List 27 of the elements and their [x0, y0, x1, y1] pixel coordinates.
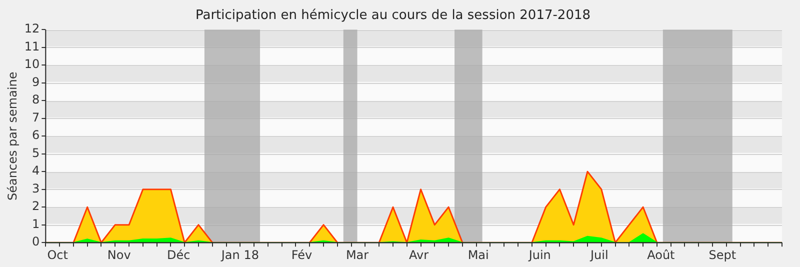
y-tick-label: 8	[32, 92, 40, 107]
y-tick-label: 0	[32, 234, 40, 249]
y-tick-label: 5	[32, 146, 40, 160]
y-tick-label: 3	[32, 181, 40, 196]
x-tick-label: Mai	[468, 248, 489, 262]
y-tick-label: 1	[32, 216, 40, 231]
x-tick-label: Mar	[346, 248, 369, 262]
y-tick-label: 11	[24, 39, 40, 54]
y-tick-label: 12	[24, 22, 40, 36]
x-tick-label: Juil	[590, 248, 608, 262]
chart-title: Participation en hémicycle au cours de la session 2017-2018	[195, 8, 591, 24]
x-tick-label: Déc	[167, 248, 190, 262]
x-tick-label: Oct	[47, 248, 68, 262]
y-tick-label: 4	[32, 164, 40, 178]
x-tick-label: Nov	[107, 248, 131, 262]
x-tick-label: Avr	[409, 248, 429, 262]
x-tick-label: Août	[647, 248, 676, 262]
y-tick-label: 7	[32, 110, 40, 124]
x-tick-label: Jan 18	[220, 248, 259, 262]
y-tick-label: 6	[32, 128, 40, 142]
y-tick-label: 10	[24, 57, 40, 72]
x-tick-label: Fév	[291, 248, 312, 262]
x-tick-label: Juin	[528, 248, 551, 262]
y-tick-label: 9	[32, 74, 40, 89]
y-axis-title: Séances par semaine	[5, 72, 20, 200]
y-tick-label: 2	[32, 199, 40, 214]
x-tick-label: Sept	[708, 248, 736, 262]
